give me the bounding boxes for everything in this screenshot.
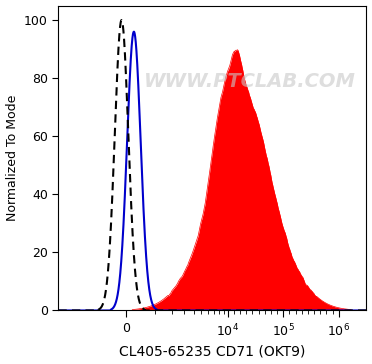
X-axis label: CL405-65235 CD71 (OKT9): CL405-65235 CD71 (OKT9) (119, 344, 306, 359)
Text: WWW.PTCLAB.COM: WWW.PTCLAB.COM (144, 72, 355, 91)
Y-axis label: Normalized To Mode: Normalized To Mode (6, 95, 19, 221)
